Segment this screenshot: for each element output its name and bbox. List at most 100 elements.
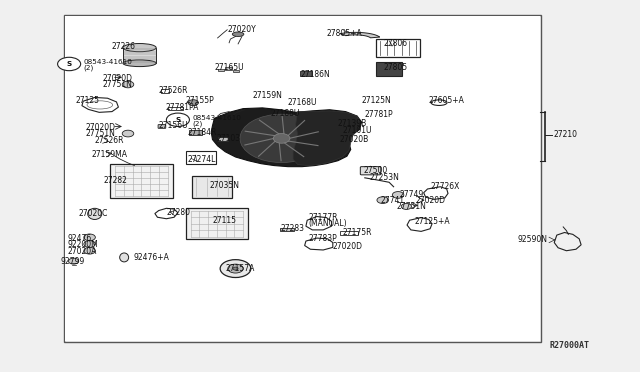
- Text: 92590N: 92590N: [517, 235, 547, 244]
- Bar: [189, 130, 202, 135]
- Circle shape: [228, 264, 243, 273]
- Text: 27751N: 27751N: [397, 202, 427, 211]
- Text: 27226: 27226: [112, 42, 136, 51]
- Bar: [168, 107, 183, 110]
- Text: 27500: 27500: [364, 166, 388, 175]
- Circle shape: [233, 267, 238, 270]
- Circle shape: [84, 241, 95, 247]
- Text: S: S: [175, 117, 180, 123]
- Bar: [186, 151, 216, 164]
- Text: 92799: 92799: [61, 257, 85, 266]
- Text: 27125N: 27125N: [362, 96, 391, 105]
- Text: 08543-41610: 08543-41610: [192, 115, 241, 121]
- Text: 27168U: 27168U: [288, 98, 317, 107]
- Text: 27157A: 27157A: [225, 264, 255, 273]
- Text: 27781P: 27781P: [365, 110, 394, 119]
- Circle shape: [377, 197, 388, 203]
- Bar: [192, 176, 232, 198]
- Text: 27035N: 27035N: [210, 181, 240, 190]
- Text: 27020D: 27020D: [333, 242, 363, 251]
- Bar: [123, 48, 156, 63]
- Bar: [376, 62, 402, 76]
- Text: 27020A: 27020A: [67, 247, 97, 256]
- Polygon shape: [340, 32, 380, 38]
- Circle shape: [401, 203, 412, 209]
- Text: 27020Y: 27020Y: [227, 25, 256, 34]
- Circle shape: [188, 100, 198, 106]
- Circle shape: [166, 113, 189, 126]
- Polygon shape: [211, 108, 362, 167]
- Circle shape: [58, 57, 81, 71]
- Bar: [300, 71, 312, 76]
- Ellipse shape: [120, 253, 129, 262]
- Text: 27125: 27125: [76, 96, 100, 105]
- Text: 92476+A: 92476+A: [133, 253, 169, 262]
- Bar: [376, 39, 420, 57]
- Text: 27125+A: 27125+A: [415, 217, 451, 226]
- Bar: [110, 164, 173, 198]
- Text: 27751N: 27751N: [85, 129, 115, 138]
- Text: 27188U: 27188U: [270, 109, 300, 118]
- Text: 27781PA: 27781PA: [165, 103, 198, 112]
- Text: 27020D: 27020D: [85, 123, 115, 132]
- Bar: [186, 208, 248, 239]
- Text: 27806: 27806: [384, 39, 408, 48]
- Text: 27526R: 27526R: [159, 86, 188, 95]
- Circle shape: [84, 247, 95, 254]
- Bar: [340, 231, 358, 235]
- Text: 27165U: 27165U: [214, 63, 244, 72]
- Text: 27101U: 27101U: [342, 126, 372, 135]
- Circle shape: [220, 260, 251, 278]
- Circle shape: [122, 130, 134, 137]
- Text: 92200M: 92200M: [67, 240, 98, 249]
- Text: 27526R: 27526R: [95, 136, 124, 145]
- Bar: [218, 69, 224, 71]
- Text: 27159MA: 27159MA: [92, 150, 127, 159]
- Circle shape: [392, 192, 404, 198]
- Text: 27210: 27210: [554, 130, 578, 139]
- Text: S: S: [67, 61, 72, 67]
- Text: 27159N: 27159N: [253, 92, 283, 100]
- Ellipse shape: [123, 44, 156, 52]
- Text: 27741: 27741: [381, 196, 405, 205]
- Text: 27020D: 27020D: [416, 196, 446, 205]
- Polygon shape: [293, 111, 360, 166]
- Text: 27020B: 27020B: [339, 135, 369, 144]
- Text: 27184R: 27184R: [188, 128, 217, 137]
- Bar: [161, 89, 169, 93]
- Circle shape: [84, 234, 95, 241]
- Text: (MANUAL): (MANUAL): [308, 219, 347, 228]
- Text: 27155P: 27155P: [186, 96, 214, 105]
- Text: 27605+A: 27605+A: [429, 96, 465, 105]
- Text: 27751N: 27751N: [102, 80, 132, 89]
- Text: 27115: 27115: [212, 216, 237, 225]
- Circle shape: [68, 258, 79, 264]
- Text: 27020D: 27020D: [102, 74, 132, 83]
- Ellipse shape: [232, 32, 244, 36]
- Text: 27177R: 27177R: [308, 213, 338, 222]
- Text: R27000AT: R27000AT: [549, 341, 589, 350]
- Circle shape: [122, 81, 134, 88]
- Text: (2): (2): [83, 64, 93, 71]
- Text: 27280: 27280: [166, 208, 191, 217]
- Bar: [225, 67, 232, 70]
- Ellipse shape: [123, 60, 156, 67]
- Text: 27749: 27749: [400, 190, 424, 199]
- Bar: [65, 16, 540, 341]
- Text: (2): (2): [192, 120, 202, 127]
- Text: 27253N: 27253N: [370, 173, 400, 182]
- Bar: [64, 15, 541, 342]
- Text: 27186N: 27186N: [301, 70, 330, 79]
- Text: 27175R: 27175R: [342, 228, 372, 237]
- Ellipse shape: [88, 208, 102, 219]
- Circle shape: [273, 134, 290, 143]
- FancyBboxPatch shape: [360, 167, 381, 175]
- FancyBboxPatch shape: [158, 125, 166, 128]
- Text: 27805+A: 27805+A: [326, 29, 362, 38]
- Bar: [233, 70, 239, 72]
- Text: 27139B: 27139B: [338, 119, 367, 128]
- Text: 27783P: 27783P: [308, 234, 337, 243]
- Text: 08543-41610: 08543-41610: [83, 59, 132, 65]
- Bar: [280, 228, 294, 231]
- Text: 27282: 27282: [104, 176, 127, 185]
